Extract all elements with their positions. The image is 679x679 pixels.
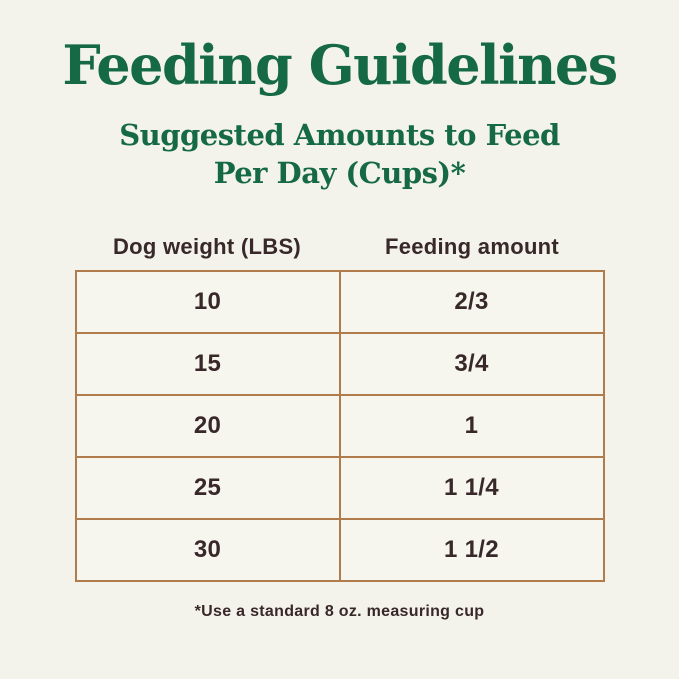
feeding-amount-cell: 1 1/4 <box>444 474 499 501</box>
feeding-amount-cell: 1 1/2 <box>444 536 499 563</box>
table-row: 10 2/3 <box>77 272 603 332</box>
table-row: 15 3/4 <box>76 332 603 394</box>
dog-weight-cell: 30 <box>77 520 341 580</box>
feeding-amount-cell: 1 <box>464 412 479 439</box>
table-row: 30 1 1/2 <box>76 518 603 580</box>
column-header-feeding-amount: Feeding amount <box>384 234 560 259</box>
page-subtitle: Suggested Amounts to Feed Per Day (Cups)* <box>0 116 679 192</box>
measuring-cup-footnote: *Use a standard 8 oz. measuring cup <box>194 603 485 620</box>
subtitle-line-1: Suggested Amounts to Feed <box>119 118 560 152</box>
subtitle-line-2: Per Day (Cups)* <box>213 156 466 190</box>
feeding-table: 10 2/3 15 3/4 20 1 25 1 1/4 30 1 1/2 <box>74 270 605 582</box>
dog-weight-cell: 25 <box>77 458 341 518</box>
dog-weight-cell: 10 <box>77 272 341 332</box>
dog-weight-cell: 20 <box>77 396 341 456</box>
column-header-dog-weight: Dog weight (LBS) <box>112 234 302 259</box>
table-row: 20 1 <box>76 394 603 456</box>
feeding-amount-cell: 3/4 <box>454 350 489 377</box>
dog-weight-cell: 15 <box>77 334 341 394</box>
page-title: Feeding Guidelines <box>62 33 618 97</box>
feeding-amount-cell: 2/3 <box>454 288 489 315</box>
table-header-row: Dog weight (LBS) Feeding amount <box>75 234 605 260</box>
table-row: 25 1 1/4 <box>76 456 603 518</box>
